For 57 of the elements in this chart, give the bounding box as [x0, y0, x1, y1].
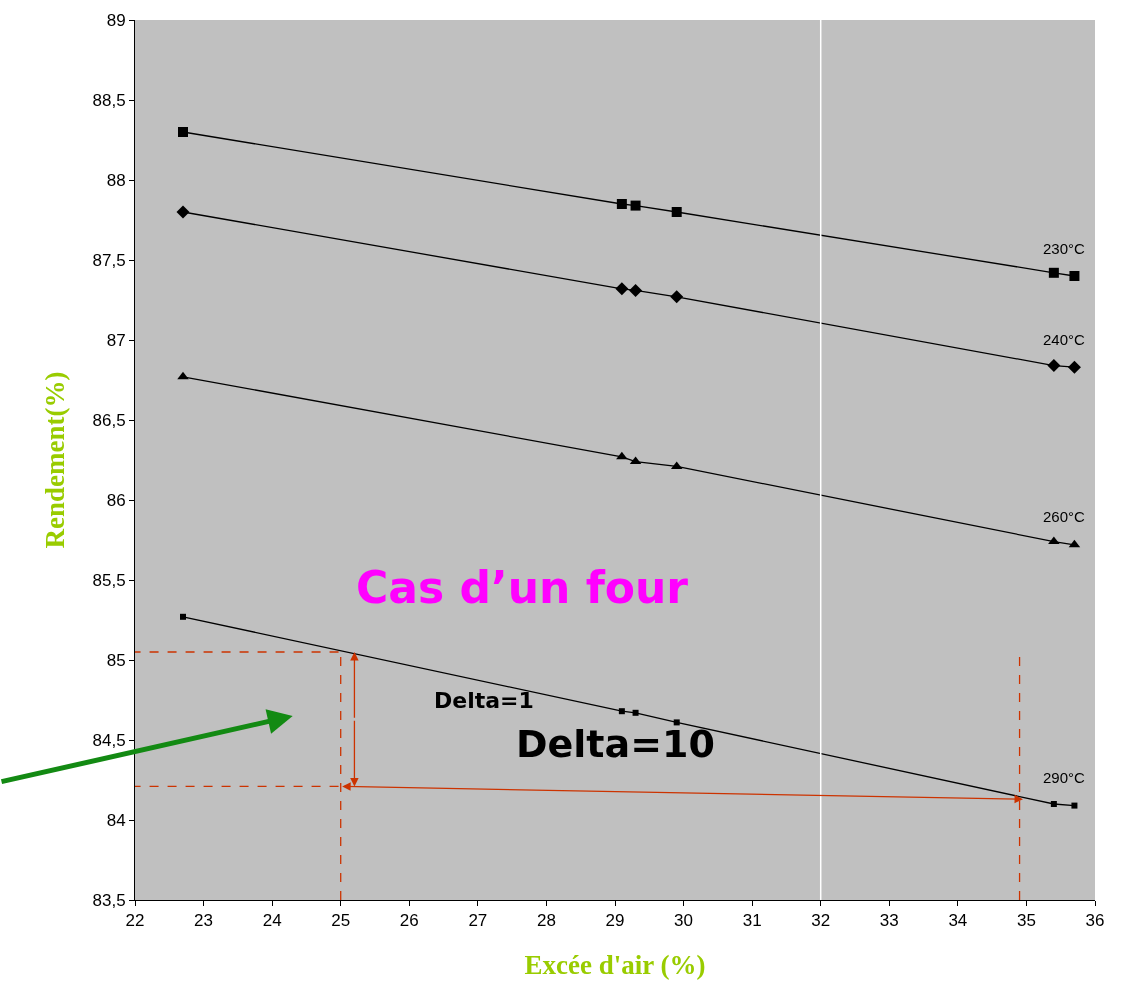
point [1048, 267, 1059, 278]
point [177, 371, 189, 380]
y-tick-label: 86,5 [92, 410, 126, 430]
x-tick-label: 32 [811, 911, 831, 931]
point [1069, 271, 1080, 281]
x-tick-label: 33 [879, 911, 899, 931]
y-tick-label: 89 [106, 10, 126, 30]
y-tick-label: 83,5 [92, 890, 126, 910]
x-tick-label: 22 [125, 911, 145, 931]
point [1071, 802, 1078, 809]
x-tick-label: 36 [1085, 911, 1105, 931]
y-tick-label: 87,5 [92, 250, 126, 270]
series-label: 230°C [1043, 240, 1086, 257]
x-tick-label: 31 [742, 911, 762, 931]
y-axis-title: Rendement(%) [39, 371, 70, 549]
annotation: Delta=10 [516, 722, 715, 766]
y-tick-label: 88,5 [92, 90, 126, 110]
point [671, 207, 682, 217]
point [615, 282, 629, 296]
point [180, 613, 186, 620]
point [616, 451, 628, 460]
y-tick-label: 84,5 [92, 730, 126, 750]
x-axis-title: Excée d'air (%) [524, 949, 706, 980]
series-label: 260°C [1043, 508, 1086, 525]
x-tick-label: 24 [262, 911, 282, 931]
point [630, 200, 641, 211]
x-tick-label: 30 [674, 911, 694, 931]
point [178, 127, 188, 137]
point [1048, 536, 1060, 545]
y-tick-label: 85 [106, 650, 126, 670]
annotation: Delta=1 [434, 688, 534, 713]
y-tick-label: 85,5 [92, 570, 126, 590]
series-label: 240°C [1043, 331, 1086, 348]
y-tick-label: 84 [106, 810, 126, 830]
point [1067, 360, 1081, 374]
point [176, 205, 190, 219]
x-tick-label: 27 [468, 911, 488, 931]
x-tick-label: 26 [399, 911, 419, 931]
x-tick-label: 25 [331, 911, 351, 931]
point [1047, 359, 1061, 373]
point [629, 283, 643, 297]
y-tick-label: 86 [106, 490, 126, 510]
x-tick-label: 29 [605, 911, 625, 931]
point [616, 199, 627, 209]
point [632, 709, 639, 716]
series-label: 290°C [1043, 769, 1086, 786]
y-tick-label: 88 [106, 170, 126, 190]
x-tick-label: 35 [1016, 911, 1036, 931]
point [618, 708, 625, 715]
point [673, 719, 680, 726]
x-tick-label: 23 [194, 911, 214, 931]
point [670, 290, 684, 304]
point [1050, 801, 1057, 807]
x-tick-label: 34 [948, 911, 968, 931]
annotation: Cas d’un four [356, 562, 689, 613]
x-tick-label: 28 [536, 911, 556, 931]
y-tick-label: 87 [106, 330, 126, 350]
